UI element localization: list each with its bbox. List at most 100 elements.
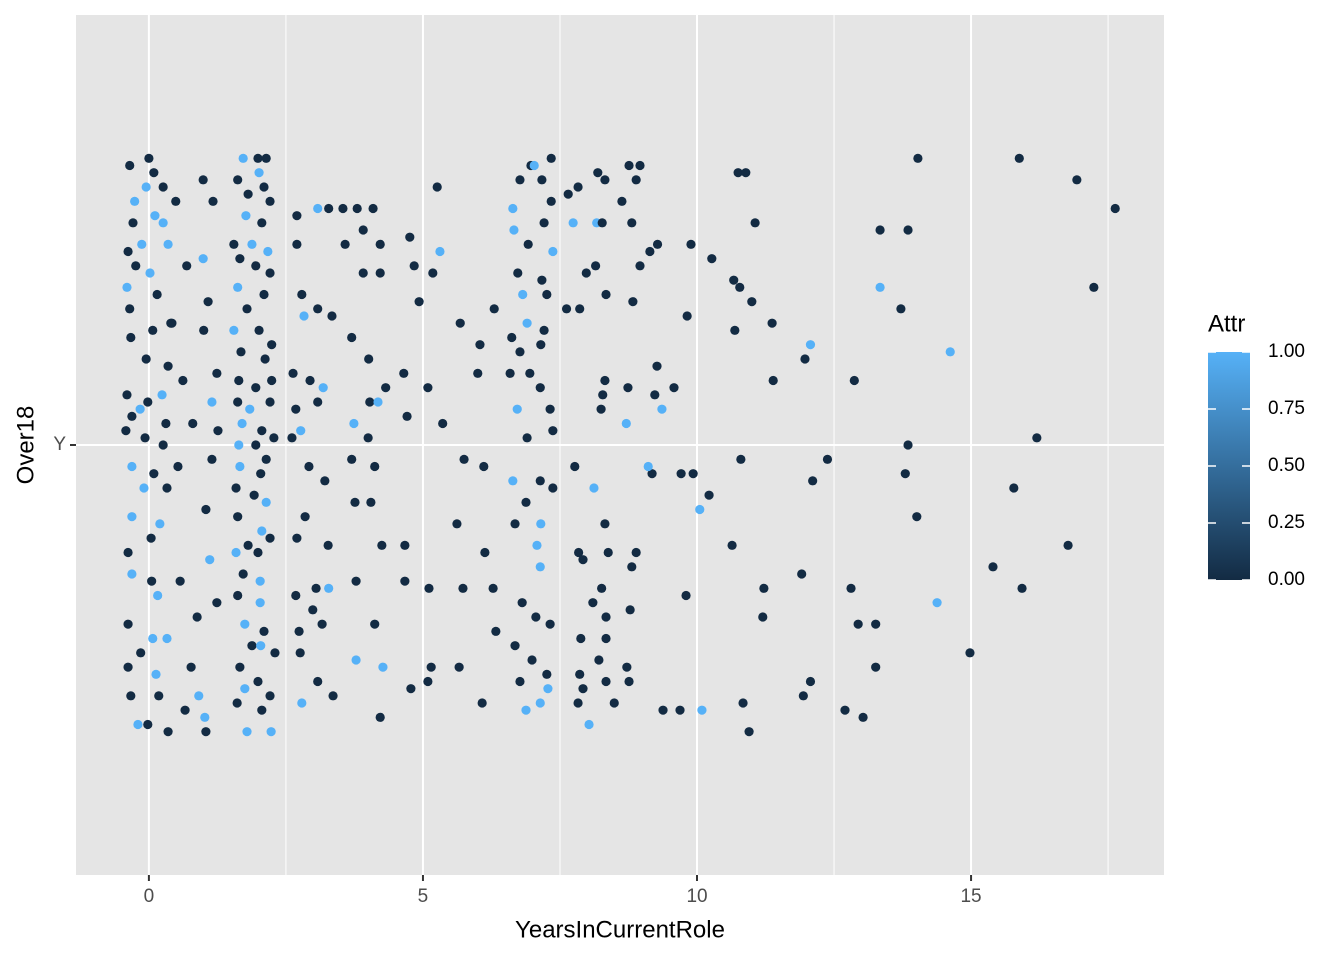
point	[489, 304, 499, 314]
point	[265, 196, 275, 206]
point	[858, 712, 868, 722]
point	[542, 289, 552, 300]
point	[435, 246, 445, 257]
point	[143, 719, 153, 730]
point	[735, 282, 745, 292]
point	[681, 590, 691, 601]
point	[233, 175, 243, 185]
point	[133, 719, 143, 730]
point	[186, 662, 196, 672]
point	[840, 705, 850, 715]
point	[308, 605, 318, 615]
point	[473, 368, 483, 378]
point	[377, 540, 387, 550]
point	[432, 182, 442, 192]
point	[1014, 153, 1024, 163]
point	[261, 454, 271, 464]
point	[515, 676, 525, 687]
point	[591, 261, 601, 271]
point	[546, 196, 556, 206]
point	[358, 225, 368, 235]
point	[122, 282, 132, 292]
point	[141, 182, 151, 192]
point	[180, 705, 190, 715]
point	[617, 196, 627, 206]
point	[153, 590, 163, 601]
point	[323, 540, 333, 550]
point	[423, 383, 433, 393]
point	[375, 712, 385, 722]
point	[148, 325, 158, 335]
point	[932, 598, 942, 608]
point	[729, 275, 739, 285]
point	[313, 676, 323, 687]
point	[328, 691, 338, 701]
point	[574, 547, 584, 558]
point	[254, 325, 264, 335]
point	[192, 612, 202, 622]
point	[229, 239, 239, 249]
point	[358, 268, 368, 278]
point	[542, 669, 552, 679]
point	[805, 340, 816, 350]
point	[537, 275, 547, 285]
point	[741, 168, 751, 178]
point	[163, 727, 173, 737]
x-tick-label: 10	[686, 886, 707, 907]
point	[265, 268, 275, 278]
point	[175, 576, 185, 586]
point	[513, 268, 523, 278]
point	[373, 397, 383, 407]
point	[233, 282, 243, 292]
point	[161, 418, 171, 429]
point	[903, 225, 913, 235]
point	[292, 239, 302, 249]
point	[600, 375, 610, 386]
point	[424, 583, 434, 593]
point	[320, 476, 330, 486]
point	[370, 461, 380, 472]
point	[704, 490, 714, 500]
point	[145, 268, 155, 278]
point	[144, 153, 154, 163]
point	[131, 261, 141, 271]
point	[913, 153, 923, 163]
point	[727, 540, 737, 550]
point	[650, 390, 660, 400]
point	[1009, 483, 1019, 493]
point	[365, 397, 375, 407]
point	[573, 698, 583, 708]
point	[381, 383, 391, 393]
point	[287, 433, 297, 443]
point	[515, 347, 525, 357]
point	[536, 340, 546, 350]
point	[238, 569, 248, 579]
point	[624, 676, 634, 687]
point	[259, 626, 269, 636]
point	[510, 641, 520, 651]
point	[545, 404, 555, 414]
point	[232, 698, 242, 708]
point	[875, 282, 885, 292]
point	[236, 347, 246, 357]
point	[488, 583, 498, 593]
point	[594, 655, 604, 665]
point	[871, 619, 881, 629]
point	[143, 397, 153, 407]
point	[846, 583, 856, 593]
point	[535, 476, 545, 486]
point	[593, 168, 603, 178]
point	[945, 347, 955, 357]
point	[527, 655, 537, 665]
point	[305, 375, 315, 386]
point	[340, 239, 350, 249]
point	[249, 490, 259, 500]
point	[652, 239, 663, 249]
point	[148, 633, 158, 644]
point	[149, 168, 159, 178]
point	[509, 225, 519, 235]
point	[292, 211, 302, 221]
point	[378, 662, 388, 672]
point	[235, 254, 245, 264]
point	[849, 375, 859, 386]
